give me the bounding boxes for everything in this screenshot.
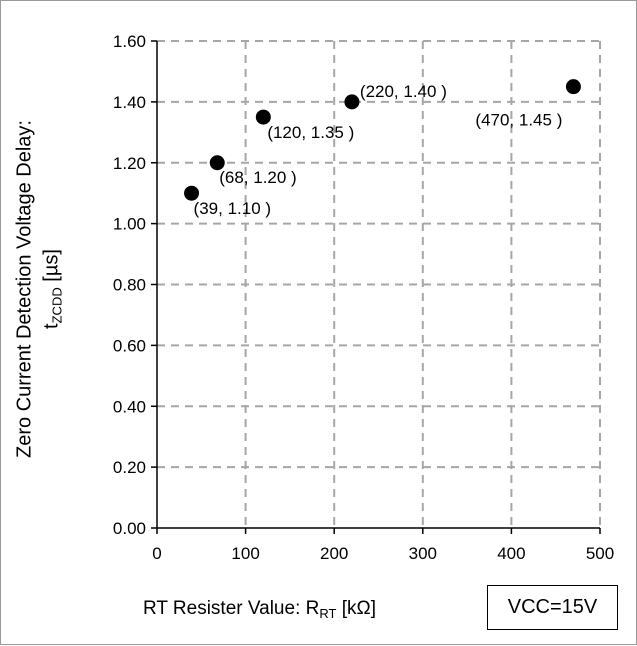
grid — [157, 40, 601, 528]
x-axis-title: RT Resister Value: RRT [kΩ] — [143, 598, 376, 621]
data-point — [184, 185, 200, 201]
y-tick-label: 1.40 — [113, 93, 146, 112]
y-tick-label: 0.40 — [113, 397, 146, 416]
x-tick-label: 200 — [320, 544, 348, 563]
y-tick-label: 1.20 — [113, 154, 146, 173]
y-axis-unit: [µs] — [40, 249, 63, 288]
y-tick-label: 0.00 — [113, 519, 146, 538]
data-label: (39, 1.10 ) — [194, 199, 272, 218]
data-label: (220, 1.40 ) — [360, 82, 447, 101]
x-axis-title-text: RT Resister Value: R — [143, 598, 320, 619]
data-point — [344, 94, 360, 110]
y-tick-label: 0.20 — [113, 458, 146, 477]
data-point — [565, 79, 581, 95]
data-labels: (39, 1.10 ) (68, 1.20 ) (120, 1.35 ) (220, … — [194, 82, 563, 218]
y-axis-title-line2: tZCDD [µs] — [39, 120, 71, 458]
y-axis-title: Zero Current Detection Voltage Delay: tZ… — [1, 1, 81, 646]
data-label: (470, 1.45 ) — [475, 111, 562, 130]
x-axis-unit: [kΩ] — [336, 598, 376, 619]
x-tick-label: 300 — [409, 544, 437, 563]
y-tick-label: 1.60 — [113, 32, 146, 51]
data-points — [184, 79, 581, 201]
y-tick-label: 0.80 — [113, 276, 146, 295]
axes — [151, 40, 601, 534]
y-axis-symbol: t — [40, 323, 63, 329]
data-label: (120, 1.35 ) — [267, 123, 354, 142]
y-tick-label: 0.60 — [113, 336, 146, 355]
y-axis-title-line1: Zero Current Detection Voltage Delay: — [13, 120, 36, 458]
x-tick-label: 400 — [497, 544, 525, 563]
y-axis-subscript: ZCDD — [49, 287, 65, 324]
y-tick-label: 1.00 — [113, 215, 146, 234]
data-point — [255, 109, 271, 125]
data-point — [209, 155, 225, 171]
x-axis-subscript: RT — [319, 606, 337, 621]
x-tick-label: 100 — [231, 544, 259, 563]
condition-annotation: VCC=15V — [487, 585, 618, 630]
tick-labels: 0.00 0.20 0.40 0.60 0.80 1.00 1.20 1.40 1.60 0 100… — [113, 32, 614, 563]
x-tick-label: 500 — [586, 544, 614, 563]
data-label: (68, 1.20 ) — [219, 168, 296, 187]
x-tick-label: 0 — [152, 544, 161, 563]
